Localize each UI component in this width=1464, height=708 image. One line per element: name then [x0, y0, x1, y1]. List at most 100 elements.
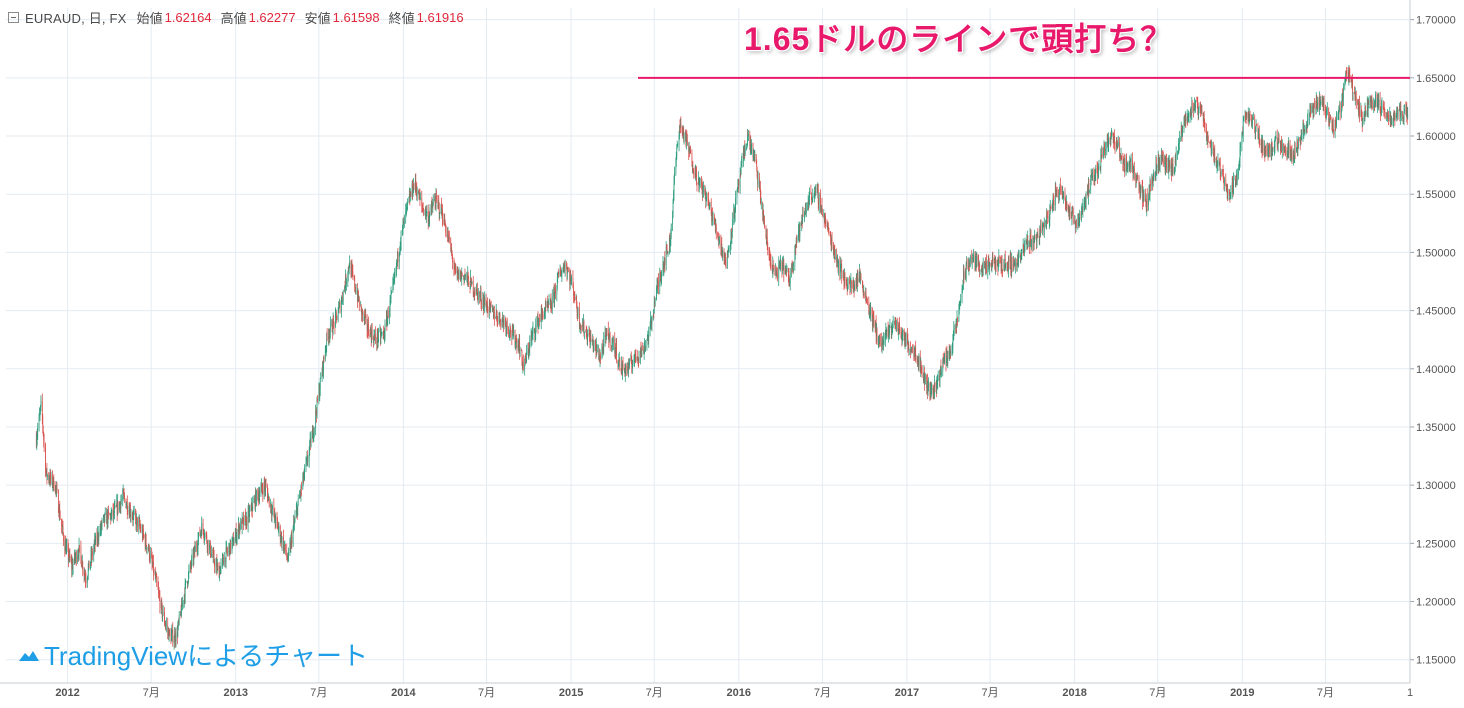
candle — [201, 517, 202, 537]
candle-body — [549, 302, 550, 305]
candle — [1018, 250, 1019, 268]
candle — [291, 530, 292, 549]
candle — [944, 353, 945, 364]
candle-body — [565, 265, 566, 272]
candle-body — [639, 357, 640, 360]
candle-body — [1076, 225, 1077, 226]
candle-body — [812, 196, 813, 199]
candle-body — [851, 281, 852, 288]
candle-body — [545, 305, 546, 307]
candle-body — [915, 348, 916, 358]
candle-body — [928, 384, 929, 387]
candle-body — [790, 274, 791, 284]
candle — [1073, 207, 1074, 224]
candle — [381, 332, 382, 336]
candle-body — [578, 308, 579, 316]
candle-body — [362, 310, 363, 315]
candle-body — [800, 223, 801, 236]
candle-body — [992, 267, 993, 268]
candle — [185, 580, 186, 590]
candle-body — [957, 318, 958, 321]
candle — [590, 330, 591, 342]
candle — [642, 342, 643, 351]
candle-body — [674, 173, 675, 183]
candle-body — [609, 337, 610, 342]
candle-body — [179, 615, 180, 622]
candle-body — [237, 532, 238, 537]
candle — [867, 298, 868, 305]
candle-body — [217, 566, 218, 567]
candle — [1009, 255, 1010, 269]
candle — [250, 505, 251, 512]
candle-body — [870, 308, 871, 313]
grid — [6, 8, 1410, 683]
candle — [243, 512, 244, 530]
candle-body — [755, 154, 756, 155]
candle-body — [972, 259, 973, 262]
candle-body — [1012, 259, 1013, 268]
candle-body — [262, 490, 263, 494]
candle — [66, 538, 67, 554]
candle — [314, 428, 315, 438]
candle-body — [1083, 207, 1084, 211]
candle — [455, 264, 456, 273]
candle-body — [562, 271, 563, 274]
candle — [838, 259, 839, 275]
candle-body — [1021, 251, 1022, 256]
candle — [1057, 187, 1058, 198]
candle — [301, 482, 302, 496]
candle-body — [742, 161, 743, 163]
candle-body — [1060, 184, 1061, 190]
candle — [912, 344, 913, 353]
candle — [433, 194, 434, 206]
candle-body — [102, 520, 103, 524]
candle-body — [346, 281, 347, 284]
candle — [105, 507, 106, 515]
candle-body — [1066, 202, 1067, 209]
candle — [362, 309, 363, 322]
candle-body — [50, 474, 51, 479]
candle-body — [1095, 168, 1096, 174]
candle-body — [783, 261, 784, 273]
candle — [468, 276, 469, 287]
candle-body — [655, 300, 656, 306]
candle-body — [986, 262, 987, 273]
candle — [465, 274, 466, 280]
candle-body — [208, 540, 209, 549]
candle-body — [1079, 214, 1080, 219]
candle — [893, 316, 894, 328]
candle — [147, 547, 148, 555]
candle — [407, 198, 408, 210]
candle-body — [481, 302, 482, 304]
candle — [584, 331, 585, 339]
candle — [208, 539, 209, 555]
candle — [461, 268, 462, 286]
candle — [253, 496, 254, 503]
candle-body — [340, 302, 341, 311]
candle-body — [385, 323, 386, 336]
candle — [687, 134, 688, 146]
candle — [970, 254, 971, 267]
candle-body — [793, 263, 794, 266]
candle — [81, 556, 82, 567]
candle — [700, 178, 701, 188]
candle-body — [867, 302, 868, 303]
candle-body — [421, 198, 422, 205]
candle — [610, 332, 611, 351]
candle-body — [398, 253, 399, 262]
candle-body — [700, 179, 701, 180]
candle-body — [327, 333, 328, 336]
candle — [136, 513, 137, 532]
candle-body — [224, 557, 225, 565]
candle-body — [1034, 236, 1035, 243]
candle — [745, 143, 746, 155]
candle-body — [1009, 257, 1010, 261]
candle — [623, 357, 624, 371]
candle-body — [767, 242, 768, 248]
candle-body — [906, 334, 907, 346]
candle — [536, 316, 537, 332]
candle-body — [610, 333, 611, 346]
candle — [304, 464, 305, 481]
